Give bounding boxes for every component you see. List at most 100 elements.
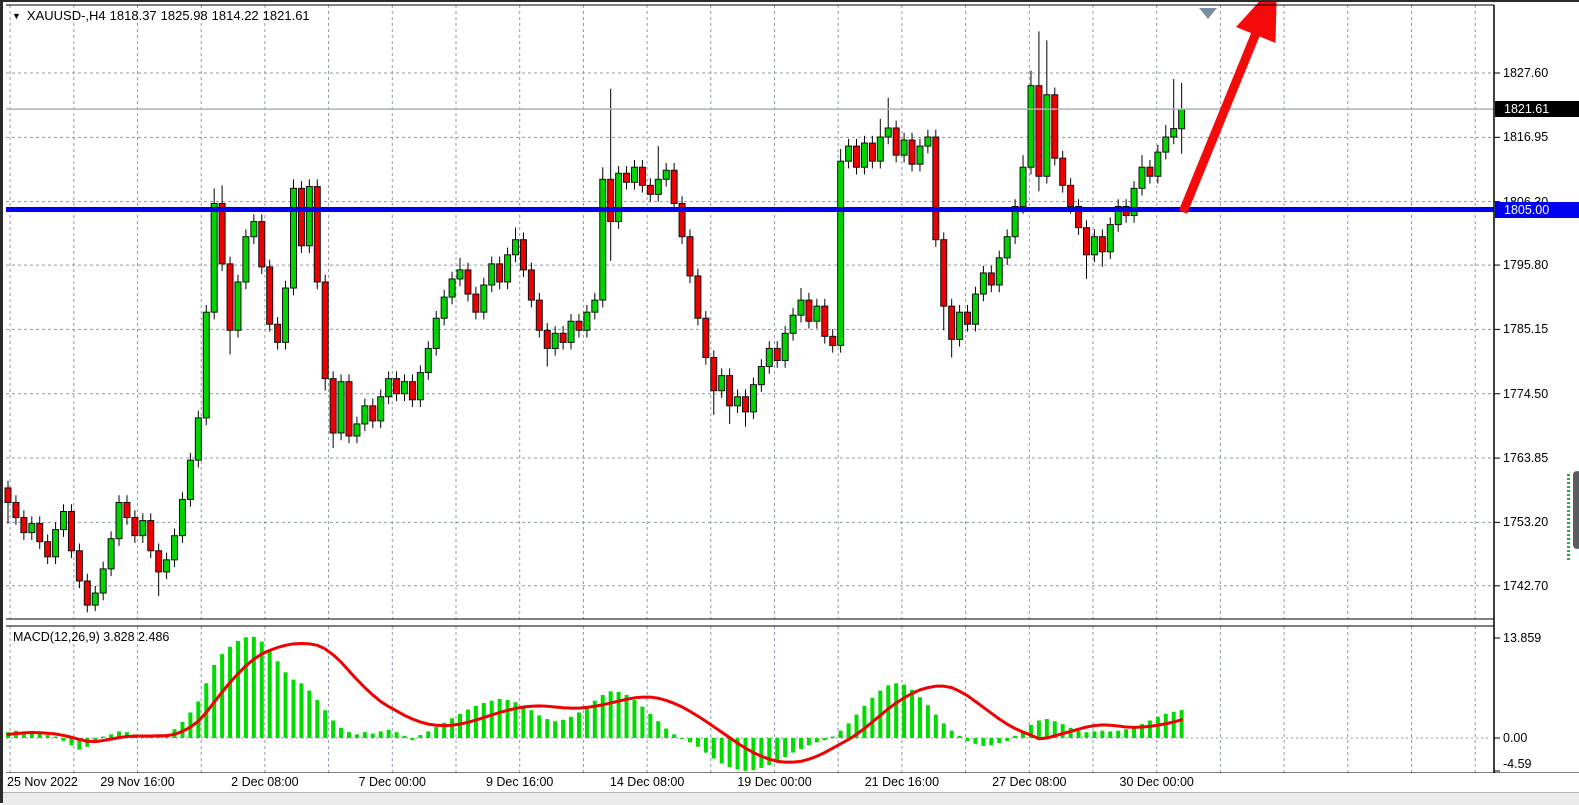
macd-histogram-bar bbox=[1147, 720, 1152, 738]
candle-bear bbox=[155, 550, 163, 573]
candle-bull bbox=[884, 127, 892, 138]
candle-bull bbox=[115, 501, 123, 540]
macd-histogram-bar bbox=[799, 738, 803, 749]
macd-histogram-bar bbox=[323, 710, 328, 738]
macd-histogram-bar bbox=[1116, 730, 1121, 738]
candle-bear bbox=[964, 311, 972, 325]
macd-histogram-bar bbox=[1044, 719, 1049, 738]
candle-bear bbox=[932, 136, 940, 241]
candle-bull bbox=[250, 221, 258, 238]
macd-axis-label: 0.00 bbox=[1503, 731, 1528, 745]
candle-bull bbox=[242, 236, 250, 283]
candle-bear bbox=[535, 299, 543, 331]
candle-bull bbox=[630, 166, 638, 183]
macd-histogram-bar bbox=[775, 738, 780, 762]
macd-histogram-bar bbox=[759, 738, 764, 768]
macd-histogram-bar bbox=[616, 692, 621, 738]
symbol-dropdown-icon[interactable]: ▼ bbox=[12, 11, 21, 21]
macd-histogram-bar bbox=[402, 735, 407, 738]
candle-bull bbox=[480, 284, 488, 313]
macd-histogram-bar bbox=[6, 732, 10, 738]
macd-histogram-bar bbox=[473, 705, 478, 738]
macd-histogram-bar bbox=[418, 735, 423, 738]
macd-histogram-bar bbox=[561, 719, 566, 738]
candle-bear bbox=[464, 269, 472, 295]
macd-histogram-bar bbox=[204, 683, 209, 738]
ohlc-high: 1825.98 bbox=[160, 8, 208, 23]
candle-bull bbox=[718, 375, 726, 392]
vertical-scrollbar-thumb[interactable] bbox=[1573, 471, 1579, 549]
candle-bull bbox=[1019, 166, 1027, 207]
time-axis-label: 7 Dec 00:00 bbox=[358, 775, 427, 789]
candle-bull bbox=[202, 311, 210, 419]
macd-histogram-bar bbox=[687, 738, 692, 743]
candle-bear bbox=[44, 541, 52, 558]
macd-histogram-bar bbox=[465, 709, 470, 738]
macd-histogram-bar bbox=[854, 714, 859, 738]
macd-histogram-bar bbox=[632, 700, 637, 738]
main-chart-canvas[interactable] bbox=[3, 2, 1579, 626]
macd-histogram-bar bbox=[101, 736, 106, 738]
macd-histogram-bar bbox=[497, 698, 502, 738]
candle-bull bbox=[1138, 166, 1146, 189]
time-axis-label: 27 Dec 08:00 bbox=[992, 775, 1067, 789]
candle-bear bbox=[1146, 166, 1154, 177]
macd-histogram-bar bbox=[1163, 713, 1168, 738]
macd-histogram-bar bbox=[251, 636, 256, 738]
macd-histogram-bar bbox=[505, 700, 510, 738]
macd-histogram-bar bbox=[109, 734, 114, 738]
candle-bull bbox=[971, 293, 979, 325]
macd-histogram-bar bbox=[711, 738, 716, 759]
candle-bull bbox=[900, 139, 908, 156]
macd-histogram-bar bbox=[727, 738, 732, 768]
macd-histogram-bar bbox=[1100, 730, 1105, 738]
macd-histogram-bar bbox=[124, 732, 129, 738]
candle-bear bbox=[1035, 85, 1043, 177]
macd-histogram-bar bbox=[719, 738, 724, 764]
macd-histogram-bar bbox=[862, 705, 867, 738]
macd-histogram-bar bbox=[481, 702, 486, 738]
macd-histogram-bar bbox=[442, 722, 447, 738]
macd-histogram-bar bbox=[592, 700, 597, 738]
candle-bear bbox=[1098, 236, 1106, 253]
candle-bear bbox=[131, 517, 139, 537]
macd-histogram-bar bbox=[346, 732, 351, 738]
macd-histogram-bar bbox=[545, 719, 550, 738]
trend-arrow-head[interactable] bbox=[1236, 2, 1277, 43]
price-axis-label: 1785.15 bbox=[1503, 322, 1549, 337]
candle-bull bbox=[567, 320, 575, 343]
candle-bull bbox=[210, 202, 218, 313]
ohlc-open: 1818.37 bbox=[109, 8, 157, 23]
macd-histogram-bar bbox=[13, 730, 18, 738]
macd-histogram-bar bbox=[569, 716, 574, 738]
macd-histogram-bar bbox=[902, 684, 907, 738]
macd-histogram-bar bbox=[362, 732, 367, 738]
candle-bear bbox=[868, 142, 876, 162]
macd-histogram-bar bbox=[156, 735, 161, 738]
candle-bear bbox=[258, 221, 266, 268]
macd-histogram-bar bbox=[69, 738, 74, 746]
candle-bear bbox=[940, 239, 948, 307]
macd-histogram-bar bbox=[553, 721, 558, 738]
candle-bear bbox=[12, 501, 20, 519]
macd-histogram-bar bbox=[458, 713, 463, 738]
candle-bear bbox=[313, 186, 321, 283]
macd-histogram-bar bbox=[529, 710, 534, 738]
candle-bull bbox=[1003, 236, 1011, 259]
candle-bull bbox=[1130, 187, 1138, 217]
macd-histogram-bar bbox=[1060, 724, 1065, 738]
macd-histogram-bar bbox=[695, 738, 700, 747]
time-axis[interactable]: 25 Nov 2022 29 Nov 16:00 2 Dec 08:00 7 Dec … bbox=[3, 773, 1579, 792]
candle-bull bbox=[178, 498, 186, 537]
candle-bull bbox=[234, 281, 242, 331]
candle-bull bbox=[139, 520, 147, 537]
macd-signal-line bbox=[6, 641, 1184, 764]
candle-bull bbox=[186, 459, 194, 500]
macd-histogram-bar bbox=[973, 738, 978, 744]
candle-bull bbox=[979, 272, 987, 295]
macd-histogram-bar bbox=[188, 712, 193, 738]
candle-bull bbox=[615, 172, 623, 223]
macd-histogram-bar bbox=[339, 727, 344, 738]
macd-histogram-bar bbox=[608, 691, 613, 738]
trend-arrow-shaft[interactable] bbox=[1178, 31, 1261, 214]
